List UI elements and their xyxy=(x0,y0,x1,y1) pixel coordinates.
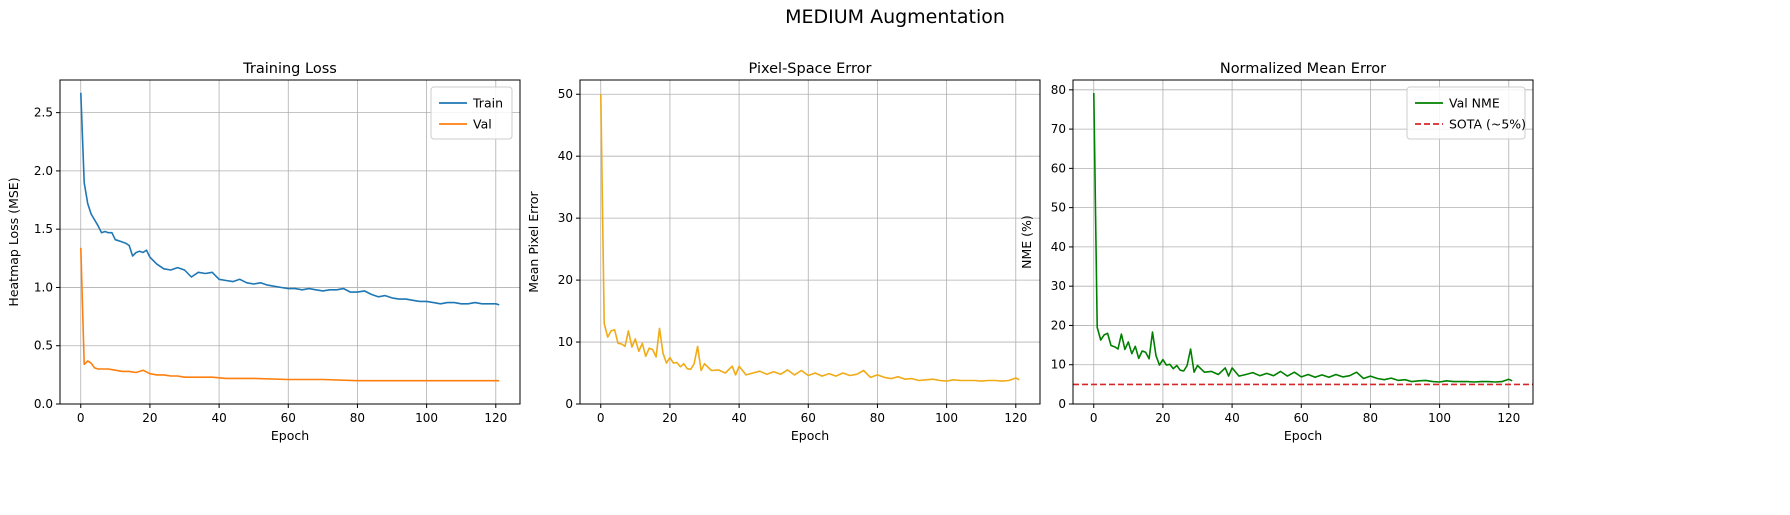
pixel-error-ticks: 0 20 40 60 80 100 120 0 10 20 30 40 50 xyxy=(558,87,1028,425)
nme-y-tick-label: 70 xyxy=(1051,122,1066,136)
pixel-error-panel: 0 20 40 60 80 100 120 0 10 20 30 40 50 Pixel-Space E… xyxy=(526,61,1041,443)
pixel-error-x-tick-label: 100 xyxy=(935,411,958,425)
nme-x-tick-label: 80 xyxy=(1363,411,1378,425)
pixel-error-series-0-line xyxy=(600,94,1020,382)
training-loss-y-tick-label: 2.5 xyxy=(34,106,53,120)
training-loss-legend-label-val: Val xyxy=(473,117,492,132)
training-loss-panel: 0 20 40 60 80 100 120 0.0 0.5 1.0 1.5 2.0 2.5 Traini… xyxy=(6,61,521,443)
training-loss-y-tick-label: 0.0 xyxy=(34,397,53,411)
pixel-error-x-axis-label: Epoch xyxy=(791,428,829,443)
training-loss-y-axis-label: Heatmap Loss (MSE) xyxy=(6,177,21,306)
pixel-error-y-tick-label: 50 xyxy=(558,87,573,101)
nme-x-tick-label: 120 xyxy=(1497,411,1520,425)
nme-series xyxy=(1073,92,1533,386)
nme-title: Normalized Mean Error xyxy=(1220,61,1386,77)
training-loss-x-tick-label: 100 xyxy=(415,411,438,425)
nme-x-tick-label: 60 xyxy=(1294,411,1309,425)
training-loss-y-tick-label: 0.5 xyxy=(34,339,53,353)
training-loss-ticks: 0 20 40 60 80 100 120 0.0 0.5 1.0 1.5 2.0 2.5 xyxy=(34,106,507,425)
nme-y-tick-label: 30 xyxy=(1051,279,1066,293)
nme-val-nme-line xyxy=(1093,92,1513,383)
training-loss-legend-label-train: Train xyxy=(472,96,503,111)
nme-x-tick-label: 40 xyxy=(1224,411,1239,425)
pixel-error-x-tick-label: 0 xyxy=(597,411,605,425)
nme-y-tick-label: 20 xyxy=(1051,318,1066,332)
pixel-error-title: Pixel-Space Error xyxy=(749,61,872,77)
nme-ticks: 0 20 40 60 80 100 120 0 10 20 30 40 50 60 70 80 xyxy=(1051,83,1521,425)
nme-y-tick-label: 0 xyxy=(1058,397,1066,411)
training-loss-series xyxy=(80,92,500,382)
pixel-error-y-tick-label: 10 xyxy=(558,335,573,349)
nme-legend-box xyxy=(1406,86,1526,140)
pixel-error-x-tick-label: 80 xyxy=(870,411,885,425)
training-loss-train-line xyxy=(80,92,500,306)
training-loss-x-tick-label: 40 xyxy=(211,411,226,425)
pixel-error-y-tick-label: 20 xyxy=(558,273,573,287)
training-loss-axes-frame xyxy=(59,79,521,405)
pixel-error-x-tick-label: 60 xyxy=(801,411,816,425)
training-loss-title: Training Loss xyxy=(242,61,337,77)
nme-y-tick-label: 80 xyxy=(1051,83,1066,97)
training-loss-legend: Train Val xyxy=(430,86,513,140)
pixel-error-y-tick-label: 40 xyxy=(558,149,573,163)
training-loss-val-line xyxy=(80,247,500,382)
training-loss-x-tick-label: 60 xyxy=(281,411,296,425)
nme-x-tick-label: 0 xyxy=(1090,411,1098,425)
pixel-error-series xyxy=(600,94,1020,382)
training-loss-legend-box xyxy=(430,86,513,140)
figure-suptitle: MEDIUM Augmentation xyxy=(785,6,1005,28)
training-loss-x-tick-label: 80 xyxy=(350,411,365,425)
nme-x-tick-label: 20 xyxy=(1155,411,1170,425)
nme-legend-label-sota-5: SOTA (~5%) xyxy=(1449,117,1526,132)
nme-y-tick-label: 50 xyxy=(1051,201,1066,215)
nme-x-axis-label: Epoch xyxy=(1284,428,1322,443)
pixel-error-axes-frame xyxy=(579,79,1041,405)
pixel-error-y-axis-label: Mean Pixel Error xyxy=(526,190,541,292)
nme-grid xyxy=(1073,80,1533,405)
pixel-error-x-tick-label: 20 xyxy=(662,411,677,425)
pixel-error-y-tick-label: 0 xyxy=(565,397,573,411)
nme-y-axis-label: NME (%) xyxy=(1019,215,1034,269)
training-loss-y-tick-label: 2.0 xyxy=(34,164,53,178)
training-loss-y-tick-label: 1.0 xyxy=(34,280,53,294)
training-loss-y-tick-label: 1.5 xyxy=(34,222,53,236)
nme-x-tick-label: 100 xyxy=(1428,411,1451,425)
pixel-error-grid xyxy=(580,80,1040,405)
pixel-error-x-tick-label: 120 xyxy=(1004,411,1027,425)
nme-panel: 0 20 40 60 80 100 120 0 10 20 30 40 50 60 70 80 Normali… xyxy=(1019,61,1534,443)
training-loss-x-tick-label: 20 xyxy=(142,411,157,425)
nme-legend-label-val-nme: Val NME xyxy=(1449,96,1500,111)
nme-axes-frame xyxy=(1072,79,1534,405)
nme-y-tick-label: 40 xyxy=(1051,240,1066,254)
nme-y-tick-label: 60 xyxy=(1051,161,1066,175)
training-loss-x-tick-label: 0 xyxy=(77,411,85,425)
training-loss-x-tick-label: 120 xyxy=(484,411,507,425)
training-loss-x-axis-label: Epoch xyxy=(271,428,309,443)
pixel-error-x-tick-label: 40 xyxy=(731,411,746,425)
nme-legend: Val NME SOTA (~5%) xyxy=(1406,86,1526,140)
pixel-error-y-tick-label: 30 xyxy=(558,211,573,225)
nme-y-tick-label: 10 xyxy=(1051,358,1066,372)
